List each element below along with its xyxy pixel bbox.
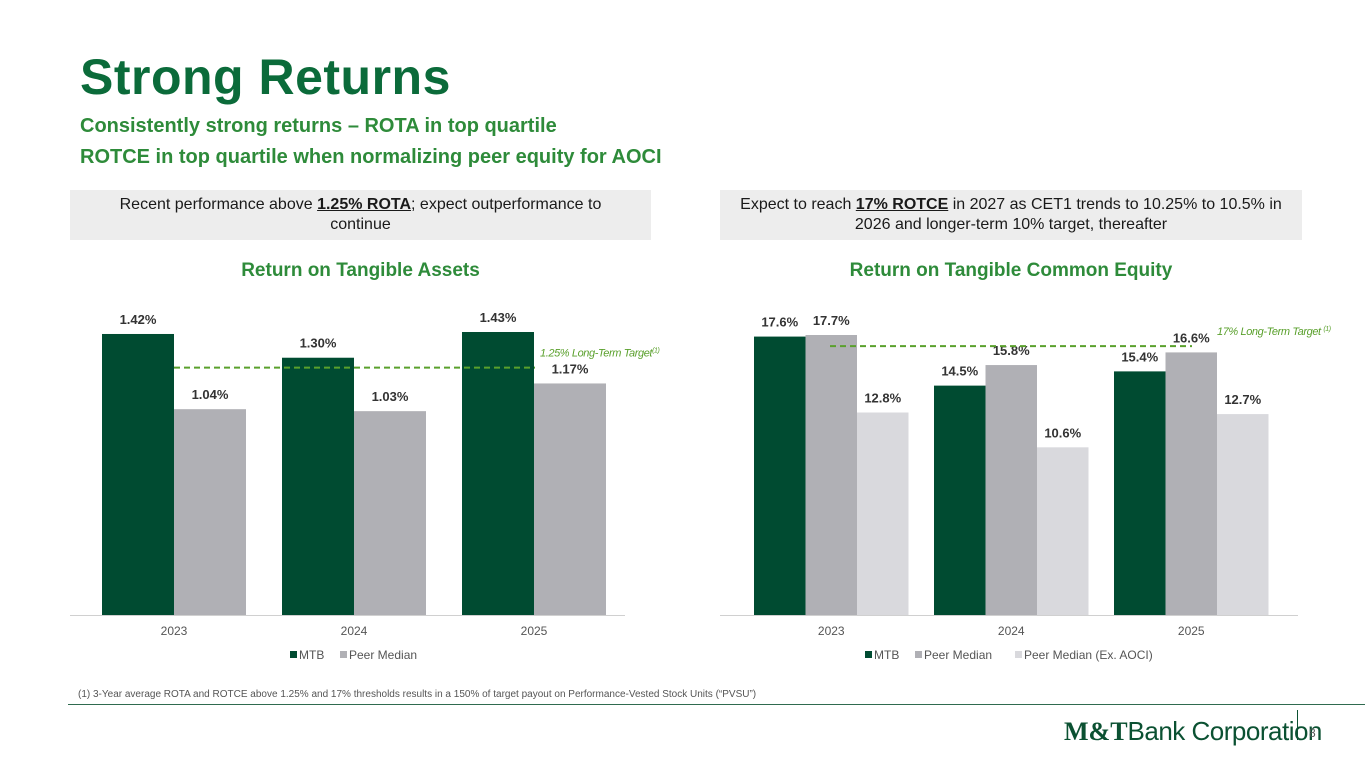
rota-callout-emphasis: 1.25% ROTA — [317, 196, 412, 213]
x-tick-label: 2024 — [341, 624, 368, 638]
data-label: 17.6% — [761, 315, 798, 330]
rotce-callout-emphasis: 17% ROTCE — [855, 196, 949, 213]
legend-entry: Peer Median — [349, 648, 417, 662]
bar-mtb-2023 — [754, 336, 806, 615]
rotce-callout-box: Expect to reach 17% ROTCE in 2027 as CET… — [720, 190, 1302, 240]
rota-callout-text: Recent performance above 1.25% ROTA; exp… — [119, 196, 602, 233]
legend-swatch — [865, 651, 872, 658]
page-number: 8 — [1309, 726, 1316, 740]
target-label: 17% Long-Term Target (1) — [1217, 326, 1331, 338]
bar-peer-median-ex-aoci--2025 — [1217, 414, 1269, 615]
bar-peer-median-2023 — [174, 409, 246, 615]
footer-rule — [68, 704, 1365, 705]
x-tick-label: 2023 — [161, 624, 188, 638]
data-label: 1.30% — [300, 336, 337, 351]
bar-peer-median-2023 — [805, 335, 857, 615]
bar-peer-median-2024 — [354, 411, 426, 615]
target-label: 1.25% Long-Term Target(1) — [540, 348, 660, 360]
subtitle-rota: Consistently strong returns – ROTA in to… — [80, 115, 557, 137]
rotce-chart: 17.6% 17.7%12.8%202314.5%15.8%10.6%202415… — [720, 313, 1331, 662]
footer-divider — [1297, 710, 1298, 740]
data-label: 10.6% — [1044, 425, 1081, 440]
data-label: 15.4% — [1121, 349, 1158, 364]
data-label: 1.03% — [372, 389, 409, 404]
rota-chart: 1.42% 1.04% 2023 1.30% 1.03% 2024 1.43% 1.17% 20… — [70, 310, 660, 662]
legend-entry: MTB — [874, 648, 899, 662]
bar-mtb-2023 — [102, 333, 174, 615]
subtitle-rotce: ROTCE in top quartile when normalizing p… — [80, 146, 662, 168]
bar-mtb-2024 — [934, 385, 986, 615]
rota-chart-title: Return on Tangible Assets — [241, 260, 480, 281]
legend-entry: MTB — [299, 648, 324, 662]
data-label: 1.17% — [552, 361, 589, 376]
bar-mtb-2025 — [462, 332, 534, 615]
legend-entry: Peer Median (Ex. AOCI) — [1024, 648, 1153, 662]
legend-swatch — [340, 651, 347, 658]
rotce-callout-text: Expect to reach 17% ROTCE in 2027 as CET… — [740, 196, 1282, 233]
rota-callout-box: Recent performance above 1.25% ROTA; exp… — [70, 190, 651, 240]
x-tick-label: 2024 — [998, 624, 1025, 638]
rotce-chart-title: Return on Tangible Common Equity — [849, 260, 1173, 281]
data-label: 17.7% — [813, 313, 850, 328]
x-tick-label: 2025 — [1178, 624, 1205, 638]
legend-swatch — [290, 651, 297, 658]
data-label: 12.7% — [1224, 392, 1261, 407]
footnote: (1) 3-Year average ROTA and ROTCE above … — [78, 689, 757, 700]
bar-peer-median-2025 — [534, 383, 606, 615]
data-label: 1.42% — [120, 312, 157, 327]
bar-peer-median-2025 — [1165, 352, 1217, 615]
bar-mtb-2024 — [282, 357, 354, 615]
bar-peer-median-2024 — [985, 365, 1037, 615]
bar-peer-median-ex-aoci--2023 — [857, 412, 909, 615]
bar-mtb-2025 — [1114, 371, 1166, 615]
page-title: Strong Returns — [80, 49, 451, 105]
legend-swatch — [1015, 651, 1022, 658]
legend-swatch — [915, 651, 922, 658]
data-label: 1.04% — [192, 387, 229, 402]
x-tick-label: 2023 — [818, 624, 845, 638]
data-label: 12.8% — [864, 391, 901, 406]
x-tick-label: 2025 — [521, 624, 548, 638]
bar-peer-median-ex-aoci--2024 — [1037, 447, 1089, 615]
data-label: 14.5% — [941, 364, 978, 379]
data-label: 16.6% — [1173, 330, 1210, 345]
data-label: 1.43% — [480, 310, 517, 325]
legend-entry: Peer Median — [924, 648, 992, 662]
company-logo: M&TBank Corporation — [1064, 716, 1322, 746]
